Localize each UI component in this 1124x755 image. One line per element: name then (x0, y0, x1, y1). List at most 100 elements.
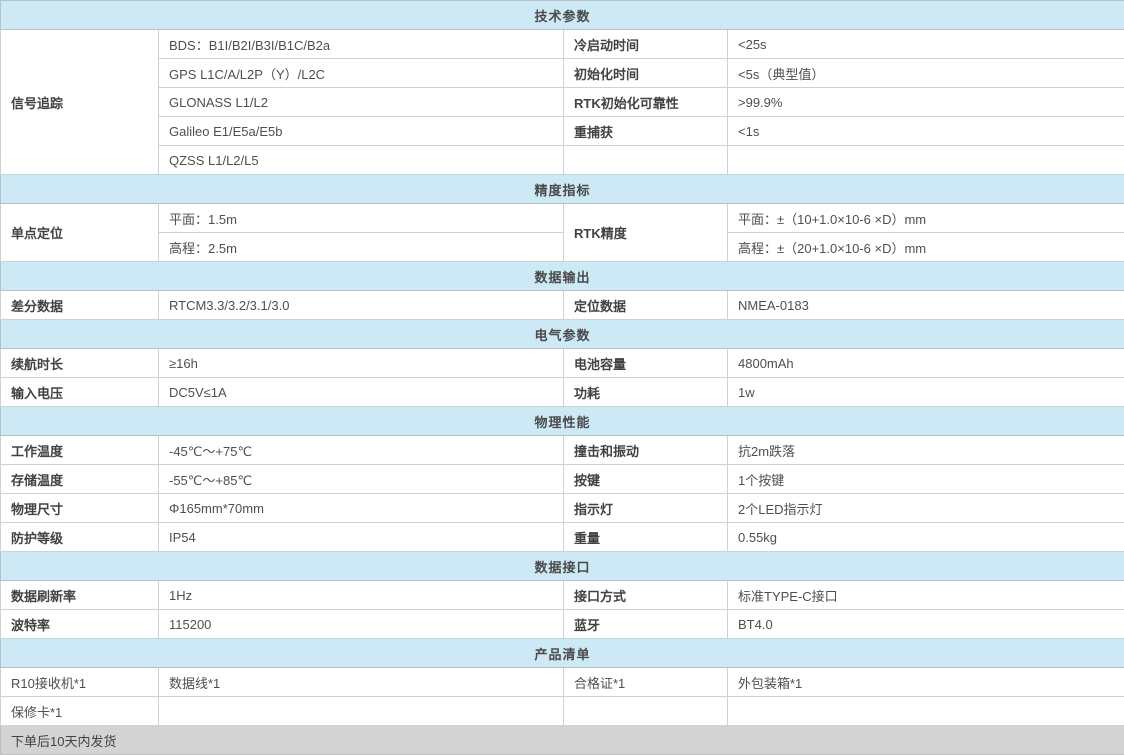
spec-value-cell: 1w (728, 378, 1124, 407)
spec-value-cell: -55℃～+85℃ (159, 465, 564, 494)
spec-label-cell: 重捕获 (564, 117, 728, 146)
spec-value-cell: 高程：±（20+1.0×10-6 ×D）mm (728, 233, 1124, 262)
spec-label-cell: 物理尺寸 (1, 494, 159, 523)
spec-label-cell: 输入电压 (1, 378, 159, 407)
spec-label-cell: 电池容量 (564, 349, 728, 378)
spec-value-cell: 高程：2.5m (159, 233, 564, 262)
spec-label-cell: 撞击和振动 (564, 436, 728, 465)
table-row: 续航时长 ≥16h 电池容量 4800mAh (1, 349, 1124, 378)
table-row: 差分数据 RTCM3.3/3.2/3.1/3.0 定位数据 NMEA-0183 (1, 291, 1124, 320)
spec-label-cell: 初始化时间 (564, 59, 728, 88)
table-row: 信号追踪 BDS：B1I/B2I/B3I/B1C/B2a 冷启动时间 <25s (1, 30, 1124, 59)
packing-item-cell: 保修卡*1 (1, 697, 159, 726)
section-header-data-interface: 数据接口 (1, 552, 1124, 581)
spec-label-cell: 续航时长 (1, 349, 159, 378)
table-row: 单点定位 平面：1.5m RTK精度 平面：±（10+1.0×10-6 ×D）m… (1, 204, 1124, 233)
table-row: 数据输出 (1, 262, 1124, 291)
spec-value-cell: Galileo E1/E5a/E5b (159, 117, 564, 146)
spec-value-cell: DC5V≤1A (159, 378, 564, 407)
table-row: 精度指标 (1, 175, 1124, 204)
spec-value-cell: 平面：1.5m (159, 204, 564, 233)
table-row: 波特率 115200 蓝牙 BT4.0 (1, 610, 1124, 639)
spec-label-cell: 蓝牙 (564, 610, 728, 639)
spec-label-cell: 冷启动时间 (564, 30, 728, 59)
table-row: 电气参数 (1, 320, 1124, 349)
packing-item-cell: R10接收机*1 (1, 668, 159, 697)
spec-label-cell: 工作温度 (1, 436, 159, 465)
spec-value-cell: GPS L1C/A/L2P（Y）/L2C (159, 59, 564, 88)
table-row: 工作温度 -45℃～+75℃ 撞击和振动 抗2m跌落 (1, 436, 1124, 465)
table-row: 防护等级 IP54 重量 0.55kg (1, 523, 1124, 552)
spec-value-cell: ≥16h (159, 349, 564, 378)
spec-label-cell: 功耗 (564, 378, 728, 407)
spec-value-cell: 2个LED指示灯 (728, 494, 1124, 523)
spec-label-cell: 信号追踪 (1, 30, 159, 175)
table-row: QZSS L1/L2/L5 (1, 146, 1124, 175)
empty-cell (564, 697, 728, 726)
spec-label-cell: 差分数据 (1, 291, 159, 320)
packing-item-cell: 外包装箱*1 (728, 668, 1124, 697)
table-row: Galileo E1/E5a/E5b 重捕获 <1s (1, 117, 1124, 146)
spec-value-cell: 平面：±（10+1.0×10-6 ×D）mm (728, 204, 1124, 233)
packing-item-cell: 数据线*1 (159, 668, 564, 697)
spec-label-cell: 指示灯 (564, 494, 728, 523)
table-row: 存储温度 -55℃～+85℃ 按键 1个按键 (1, 465, 1124, 494)
table-row: 数据刷新率 1Hz 接口方式 标准TYPE-C接口 (1, 581, 1124, 610)
spec-value-cell: 标准TYPE-C接口 (728, 581, 1124, 610)
spec-label-cell: 定位数据 (564, 291, 728, 320)
section-header-electrical: 电气参数 (1, 320, 1124, 349)
table-row: 物理尺寸 Φ165mm*70mm 指示灯 2个LED指示灯 (1, 494, 1124, 523)
spec-label-cell: 数据刷新率 (1, 581, 159, 610)
spec-label-cell: 按键 (564, 465, 728, 494)
packing-item-cell: 合格证*1 (564, 668, 728, 697)
shipping-note: 下单后10天内发货 (1, 726, 1124, 755)
spec-label-cell: RTK初始化可靠性 (564, 88, 728, 117)
table-row: GPS L1C/A/L2P（Y）/L2C 初始化时间 <5s（典型值） (1, 59, 1124, 88)
spec-label-cell: 防护等级 (1, 523, 159, 552)
table-row: 下单后10天内发货 (1, 726, 1124, 755)
spec-label-cell: 单点定位 (1, 204, 159, 262)
empty-cell (728, 146, 1124, 175)
spec-value-cell: BDS：B1I/B2I/B3I/B1C/B2a (159, 30, 564, 59)
spec-label-cell: 重量 (564, 523, 728, 552)
table-row: 输入电压 DC5V≤1A 功耗 1w (1, 378, 1124, 407)
spec-value-cell: 1Hz (159, 581, 564, 610)
empty-cell (564, 146, 728, 175)
section-header-accuracy: 精度指标 (1, 175, 1124, 204)
spec-label-cell: 波特率 (1, 610, 159, 639)
spec-label-cell: 存储温度 (1, 465, 159, 494)
table-row: 技术参数 (1, 1, 1124, 30)
table-row: 产品清单 (1, 639, 1124, 668)
table-row: 数据接口 (1, 552, 1124, 581)
empty-cell (159, 697, 564, 726)
spec-value-cell: QZSS L1/L2/L5 (159, 146, 564, 175)
spec-value-cell: <25s (728, 30, 1124, 59)
section-header-data-output: 数据输出 (1, 262, 1124, 291)
spec-value-cell: BT4.0 (728, 610, 1124, 639)
section-header-physical: 物理性能 (1, 407, 1124, 436)
spec-value-cell: 115200 (159, 610, 564, 639)
spec-value-cell: IP54 (159, 523, 564, 552)
spec-value-cell: NMEA-0183 (728, 291, 1124, 320)
spec-label-cell: 接口方式 (564, 581, 728, 610)
spec-value-cell: >99.9% (728, 88, 1124, 117)
table-row: 保修卡*1 (1, 697, 1124, 726)
spec-value-cell: 0.55kg (728, 523, 1124, 552)
table-row: 物理性能 (1, 407, 1124, 436)
spec-value-cell: <1s (728, 117, 1124, 146)
spec-value-cell: -45℃～+75℃ (159, 436, 564, 465)
spec-value-cell: GLONASS L1/L2 (159, 88, 564, 117)
spec-value-cell: RTCM3.3/3.2/3.1/3.0 (159, 291, 564, 320)
spec-value-cell: 1个按键 (728, 465, 1124, 494)
table-row: R10接收机*1 数据线*1 合格证*1 外包装箱*1 (1, 668, 1124, 697)
section-header-packing-list: 产品清单 (1, 639, 1124, 668)
empty-cell (728, 697, 1124, 726)
spec-label-cell: RTK精度 (564, 204, 728, 262)
spec-value-cell: 4800mAh (728, 349, 1124, 378)
section-header-tech-params: 技术参数 (1, 1, 1124, 30)
table-row: GLONASS L1/L2 RTK初始化可靠性 >99.9% (1, 88, 1124, 117)
spec-value-cell: Φ165mm*70mm (159, 494, 564, 523)
spec-value-cell: 抗2m跌落 (728, 436, 1124, 465)
spec-value-cell: <5s（典型值） (728, 59, 1124, 88)
